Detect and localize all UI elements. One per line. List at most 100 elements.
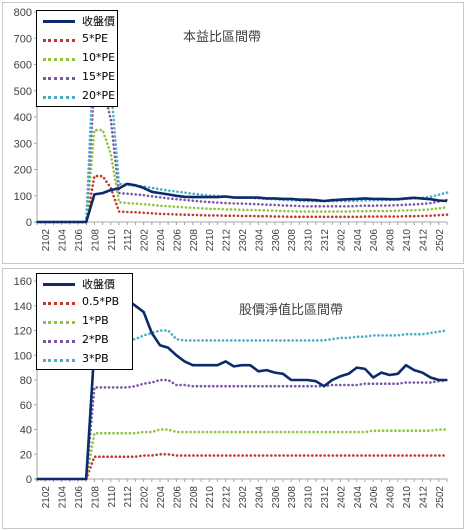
x-tick-label: 2204 [156,486,167,509]
pb-band-chart: 0 20 40 60 80 100 120 140 160 2102 2104 2106 2108 211… [2,268,464,529]
y-tick-label: 100 [14,350,32,362]
x-tick-label: 2308 [287,229,298,252]
legend-label: 1*PB [82,314,109,327]
x-tick-label: 2208 [189,486,200,509]
legend-item: 10*PE [37,49,117,68]
legend-label: 收盤價 [82,278,115,291]
x-tick-label: 2112 [123,486,134,508]
x-tick-label: 2202 [140,229,151,252]
x-tick-label: 2312 [320,229,331,252]
legend-swatch [43,340,75,343]
legend-label: 20*PE [82,89,116,102]
legend-label: 3*PB [82,352,109,365]
legend-swatch [43,20,75,23]
legend-label: 10*PE [82,51,116,64]
y-tick-label: 140 [14,301,32,313]
x-tick-label: 2108 [90,486,101,509]
legend-swatch [43,58,75,61]
legend-swatch [43,77,75,80]
x-tick-label: 2106 [74,229,85,252]
chart-title: 本益比區間帶 [183,30,262,45]
y-tick-label: 300 [14,138,32,150]
x-tick-label: 2102 [41,486,52,509]
x-tick-label: 2410 [402,486,413,509]
y-tick-label: 700 [14,33,32,45]
x-tick-label: 2106 [74,486,85,509]
x-tick-label: 2302 [238,229,249,252]
legend-item: 5*PE [37,30,117,49]
x-tick-label: 2408 [386,486,397,509]
series-line-0 [37,182,448,224]
x-tick-label: 2402 [336,229,347,252]
legend-item: 0.5*PB [37,293,132,312]
chart-legend: 收盤價 0.5*PB 1*PB 2*PB 3*PB [36,273,133,370]
y-tick-label: 500 [14,86,32,98]
x-tick-label: 2212 [222,229,233,252]
legend-label: 2*PB [82,333,109,346]
x-tick-label: 2406 [369,229,380,252]
legend-item: 3*PB [37,350,132,369]
legend-swatch [43,302,75,305]
x-tick-label: 2308 [287,486,298,509]
x-tick-label: 2110 [107,486,118,508]
y-tick-label: 120 [14,326,32,338]
x-tick-label: 2104 [58,229,69,252]
x-tick-label: 2204 [156,229,167,252]
legend-item: 20*PE [37,87,117,106]
series-line-1 [35,174,449,224]
x-tick-label: 2502 [435,229,446,252]
legend-swatch [43,283,75,286]
chart-title: 股價淨值比區間帶 [239,303,344,318]
legend-swatch [43,39,75,42]
x-tick-label: 2412 [418,229,429,252]
x-tick-label: 2206 [172,229,183,252]
legend-label: 5*PE [82,32,109,45]
x-tick-label: 2210 [205,486,216,509]
x-tick-label: 2108 [90,229,101,252]
x-tick-label: 2406 [369,486,380,509]
legend-swatch [43,321,75,324]
chart-legend: 收盤價 5*PE 10*PE 15*PE 20*PE [36,10,118,107]
y-tick-label: 0 [26,217,32,229]
legend-item: 15*PE [37,68,117,87]
legend-item: 收盤價 [37,274,132,293]
y-tick-label: 0 [26,474,32,486]
legend-label: 0.5*PB [82,295,120,308]
x-tick-label: 2212 [222,486,233,509]
x-tick-label: 2112 [123,229,134,251]
x-tick-label: 2412 [418,486,429,509]
x-tick-label: 2304 [254,486,265,509]
x-tick-label: 2408 [386,229,397,252]
x-tick-label: 2110 [107,229,118,251]
y-tick-label: 20 [20,449,32,461]
x-tick-label: 2402 [336,486,347,509]
x-tick-label: 2208 [189,229,200,252]
y-tick-label: 400 [14,112,32,124]
x-tick-label: 2210 [205,229,216,252]
y-tick-label: 600 [14,60,32,72]
x-tick-label: 2302 [238,486,249,509]
y-tick-label: 80 [20,375,32,387]
x-tick-label: 2312 [320,486,331,509]
x-tick-label: 2310 [304,229,315,252]
legend-label: 收盤價 [82,15,115,28]
y-tick-label: 160 [14,276,32,288]
y-tick-label: 800 [14,7,32,19]
y-tick-label: 100 [14,191,32,203]
x-tick-label: 2502 [435,486,446,509]
legend-item: 收盤價 [37,11,117,30]
series-line-2 [35,128,449,224]
series-line-3 [35,378,449,481]
y-tick-label: 60 [20,400,32,412]
x-tick-label: 2206 [172,486,183,509]
legend-swatch [43,359,75,362]
pe-band-chart: 0 100 200 300 400 500 600 700 800 2102 2104 2106 210… [2,2,464,264]
y-tick-label: 40 [20,425,32,437]
pe-band-plot: 0 100 200 300 400 500 600 700 800 2102 2104 2106 210… [14,7,449,252]
x-tick-label: 2304 [254,229,265,252]
x-tick-label: 2306 [271,229,282,252]
legend-item: 1*PB [37,312,132,331]
y-tick-label: 200 [14,165,32,177]
legend-swatch [43,96,75,99]
x-tick-label: 2404 [353,486,364,509]
